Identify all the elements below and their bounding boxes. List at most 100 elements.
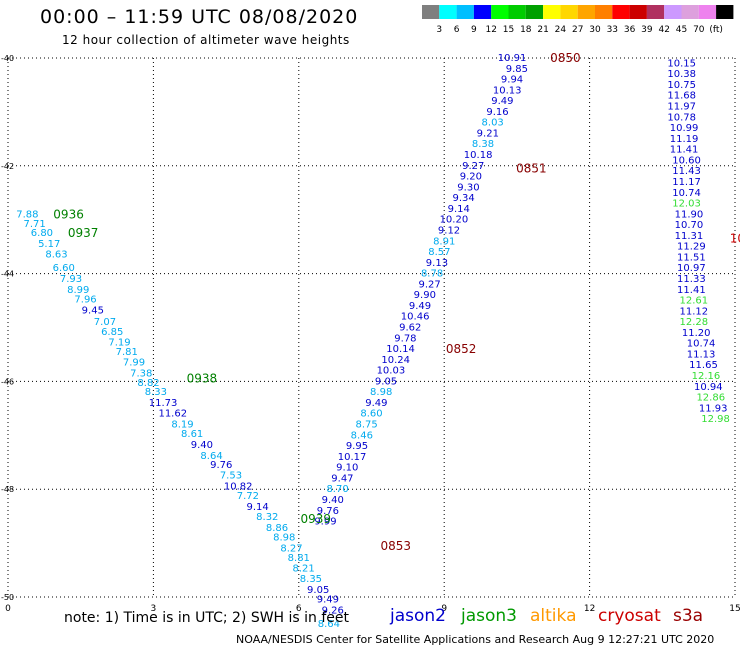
color-scale-label: 6	[454, 25, 460, 35]
wave-height-value: 9.47	[331, 473, 353, 484]
wave-height-value: 7.72	[237, 491, 259, 502]
color-scale-label: 3	[436, 25, 442, 35]
wave-height-value: 10.15	[667, 58, 696, 69]
wave-height-value: 9.85	[506, 64, 528, 75]
wave-height-value: 11.97	[667, 102, 696, 113]
wave-height-value: 10.24	[381, 355, 410, 366]
color-scale-label: 45	[676, 25, 687, 35]
pass-time-label: 0853	[380, 539, 411, 553]
pass-time-label: 0851	[516, 161, 547, 175]
color-scale-label: 9	[471, 25, 477, 35]
wave-height-value: 8.64	[318, 619, 340, 630]
color-swatch	[681, 5, 699, 19]
wave-height-value: 9.14	[448, 204, 470, 215]
wave-height-value: 8.82	[137, 378, 159, 389]
wave-height-value: 10.38	[667, 69, 696, 80]
wave-height-value: 8.98	[370, 387, 392, 398]
y-tick-label: -50	[1, 593, 14, 602]
y-tick-label: -40	[1, 54, 14, 63]
legend-s3a: s3a	[673, 606, 704, 626]
wave-height-value: 12.98	[701, 414, 730, 425]
wave-height-value: 9.90	[414, 290, 436, 301]
color-scale-label: 33	[607, 25, 618, 35]
wave-height-value: 6.80	[31, 228, 53, 239]
wave-height-value: 8.91	[433, 236, 455, 247]
wave-height-value: 9.49	[491, 96, 513, 107]
wave-height-value: 9.05	[375, 376, 397, 387]
wave-height-value: 9.16	[486, 107, 508, 118]
wave-height-value: 8.46	[351, 430, 373, 441]
wave-height-value: 12.86	[696, 393, 725, 404]
wave-height-value: 10.14	[386, 344, 415, 355]
pass-time-label: 0936	[53, 207, 84, 221]
wave-height-value: 11.33	[677, 274, 706, 285]
color-swatch	[508, 5, 526, 19]
color-scale-label: (ft)	[709, 25, 723, 35]
wave-height-value: 10.74	[687, 339, 716, 350]
wave-height-value: 8.38	[472, 139, 494, 150]
color-scale-label: 18	[520, 25, 532, 35]
x-tick-label: 0	[5, 604, 11, 614]
wave-height-value: 9.13	[426, 258, 448, 269]
color-swatch	[439, 5, 457, 19]
wave-height-value: 8.35	[300, 574, 322, 585]
color-swatch	[664, 5, 682, 19]
wave-height-value: 11.19	[670, 134, 699, 145]
wave-height-value: 8.19	[171, 420, 193, 431]
color-scale-label: 70	[693, 25, 705, 35]
wave-height-value: 8.57	[428, 247, 450, 258]
x-tick-label: 15	[729, 604, 740, 614]
wave-height-value: 8.70	[326, 484, 348, 495]
color-scale-label: 39	[641, 25, 653, 35]
wave-height-value: 11.90	[675, 209, 704, 220]
wave-height-value: 8.63	[45, 250, 67, 261]
color-swatch	[525, 5, 544, 19]
color-scale-label: 21	[537, 25, 548, 35]
wave-height-value: 7.93	[60, 274, 82, 285]
wave-height-value: 10.75	[667, 80, 696, 91]
wave-height-value: 8.81	[288, 553, 310, 564]
wave-height-value: 8.21	[293, 563, 315, 574]
chart-subtitle: 12 hour collection of altimeter wave hei…	[62, 33, 350, 47]
color-swatch	[595, 5, 613, 19]
wave-height-value: 9.49	[365, 398, 387, 409]
wave-height-value: 9.20	[460, 172, 482, 183]
x-tick-label: 12	[584, 604, 595, 614]
chart-title: 00:00 – 11:59 UTC 08/08/2020	[40, 6, 359, 28]
y-tick-label: -48	[1, 485, 14, 494]
wave-height-value: 10.60	[672, 155, 701, 166]
color-swatch	[612, 5, 630, 19]
color-swatch	[422, 5, 440, 19]
wave-height-value: 11.43	[672, 166, 701, 177]
wave-height-value: 8.98	[273, 533, 295, 544]
wave-height-value: 9.27	[419, 279, 441, 290]
wave-height-value: 9.45	[82, 305, 104, 316]
wave-height-value: 9.05	[307, 585, 329, 596]
color-scale-label: 30	[589, 25, 601, 35]
wave-height-value: 6.60	[53, 263, 75, 274]
x-tick-label: 6	[296, 604, 302, 614]
wave-height-value: 10.17	[338, 452, 367, 463]
wave-height-value: 12.61	[679, 296, 708, 307]
wave-height-value: 10.20	[440, 215, 469, 226]
wave-height-value: 9.26	[322, 605, 344, 616]
pass-time-label: 0939	[300, 512, 331, 526]
wave-height-value: 7.19	[108, 338, 130, 349]
wave-height-value: 11.20	[682, 328, 711, 339]
credit-line: NOAA/NESDIS Center for Satellite Applica…	[236, 633, 715, 646]
wave-height-value: 11.12	[679, 306, 708, 317]
pass-time-label: 0937	[68, 226, 99, 240]
wave-height-value: 11.41	[677, 285, 706, 296]
color-swatch	[646, 5, 665, 19]
color-swatch	[473, 5, 492, 19]
wave-height-value: 9.14	[246, 502, 268, 513]
wave-height-value: 11.31	[675, 231, 704, 242]
wave-height-value: 8.61	[181, 429, 203, 440]
wave-height-value: 10.18	[464, 150, 493, 161]
legend-jason3: jason3	[461, 606, 517, 626]
wave-height-value: 9.95	[346, 441, 368, 452]
wave-height-value: 9.40	[191, 440, 213, 451]
wave-height-value: 10.70	[675, 220, 704, 231]
wave-height-value: 9.27	[462, 161, 484, 172]
